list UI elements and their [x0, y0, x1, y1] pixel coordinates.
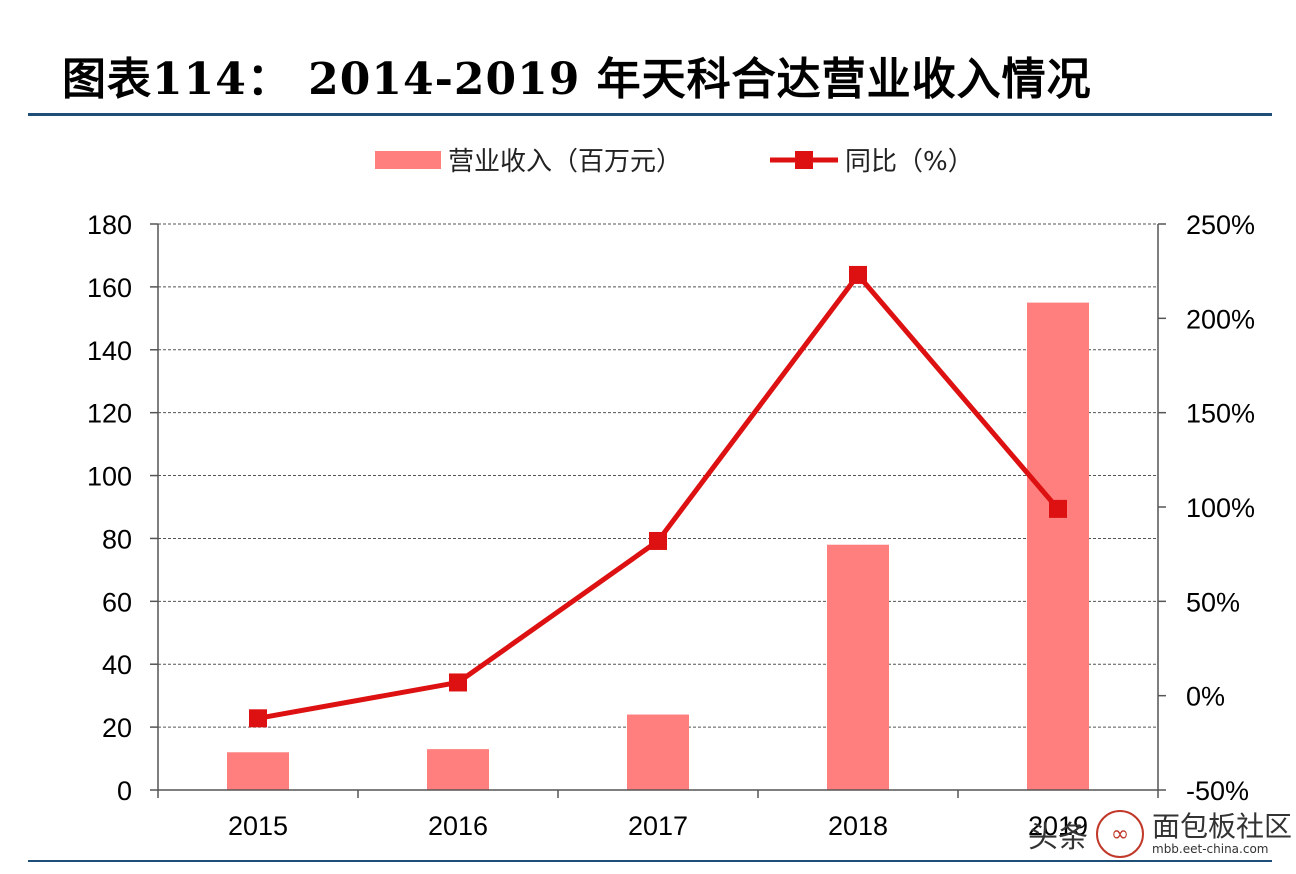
y2-tick-label: 0%	[1186, 682, 1225, 712]
legend-bar-swatch	[375, 151, 441, 169]
legend-line-label: 同比（%）	[845, 147, 974, 177]
yoy-marker	[249, 709, 267, 728]
yoy-marker	[449, 673, 467, 692]
yoy-line-series	[249, 265, 1067, 728]
revenue-bar	[227, 752, 289, 790]
revenue-bar	[427, 749, 489, 790]
yoy-marker	[849, 265, 867, 284]
y2-tick-label: 150%	[1186, 399, 1255, 429]
y2-tick-label: -50%	[1186, 776, 1249, 806]
watermark-brand: 头条	[1028, 820, 1088, 855]
watermark-site-name: 面包板社区	[1152, 810, 1293, 843]
legend: 营业收入（百万元） 同比（%）	[375, 147, 974, 177]
yoy-line	[257, 272, 1060, 721]
revenue-bar	[827, 544, 889, 790]
revenue-bars	[227, 302, 1089, 790]
legend-line-marker	[795, 151, 813, 169]
y-tick-label: 20	[102, 713, 132, 743]
gridlines	[158, 223, 1158, 728]
y2-tick-label: 250%	[1186, 210, 1255, 240]
tick-labels: 0 20 40 60 80 100 120 140 160 180 -50% 0% 50% 100% 150…	[87, 210, 1255, 841]
y2-tick-label: 200%	[1186, 304, 1255, 334]
y-tick-label: 60	[102, 587, 132, 617]
link-circle-icon: ∞	[1096, 810, 1144, 858]
chart-title: 图表114： 2014-2019 年天科合达营业收入情况	[62, 54, 1092, 105]
y2-tick-label: 100%	[1186, 493, 1255, 523]
y-tick-label: 120	[87, 399, 132, 429]
watermark-site: 面包板社区 mbb.eet-china.com	[1152, 810, 1293, 856]
footer-divider	[28, 860, 1272, 862]
x-tick-label: 2018	[828, 811, 888, 841]
y-tick-label: 100	[87, 462, 132, 492]
y2-tick-label: 50%	[1186, 587, 1240, 617]
watermark: 头条 ∞ 面包板社区 mbb.eet-china.com	[1028, 806, 1292, 862]
y-tick-label: 40	[102, 650, 132, 680]
x-tick-label: 2019	[1028, 811, 1088, 841]
legend-bar-label: 营业收入（百万元）	[448, 147, 682, 177]
revenue-bar	[627, 714, 689, 790]
x-tick-label: 2015	[228, 811, 288, 841]
revenue-bar	[1027, 302, 1089, 790]
yoy-marker	[1049, 499, 1067, 518]
yoy-marker	[649, 531, 667, 550]
x-tick-label: 2016	[428, 811, 488, 841]
y-tick-label: 0	[117, 776, 132, 806]
watermark-site-url: mbb.eet-china.com	[1152, 842, 1269, 856]
axes	[150, 223, 1166, 798]
y-tick-label: 160	[87, 273, 132, 303]
y-tick-label: 80	[102, 524, 132, 554]
title-divider	[28, 113, 1272, 116]
y-tick-label: 140	[87, 336, 132, 366]
x-tick-label: 2017	[628, 811, 688, 841]
y-tick-label: 180	[87, 210, 132, 240]
